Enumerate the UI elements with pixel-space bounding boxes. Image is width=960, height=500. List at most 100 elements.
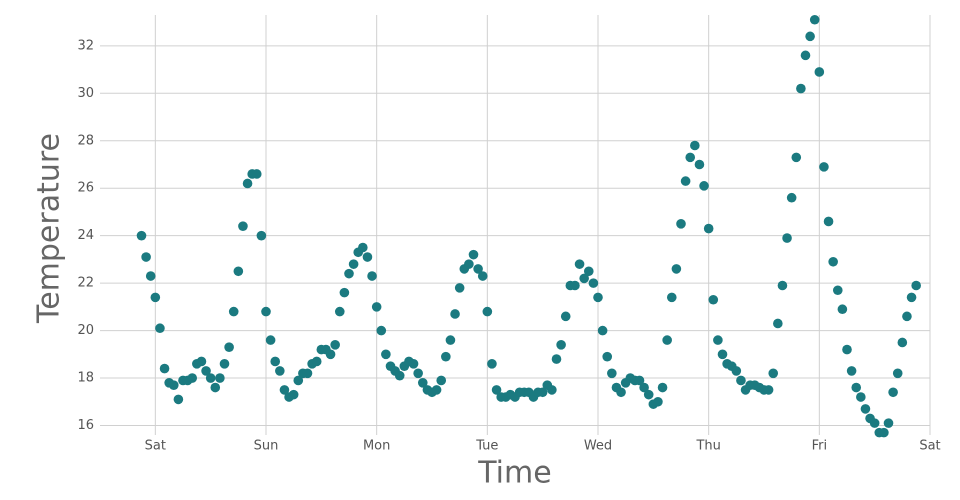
y-tick-label: 30 xyxy=(77,86,94,101)
x-tick-label: Thu xyxy=(695,439,720,454)
y-tick-label: 16 xyxy=(77,418,94,433)
point xyxy=(768,368,779,379)
x-tick-label: Fri xyxy=(812,439,828,454)
point xyxy=(228,306,239,317)
point xyxy=(823,216,834,227)
point xyxy=(487,359,497,369)
y-tick-label: 24 xyxy=(77,228,94,243)
point xyxy=(883,418,894,428)
point xyxy=(717,349,728,360)
point xyxy=(141,252,151,262)
point xyxy=(657,382,668,393)
point xyxy=(265,335,276,345)
point xyxy=(653,396,663,407)
point xyxy=(288,389,299,400)
point xyxy=(362,252,373,262)
y-tick-label: 18 xyxy=(77,371,94,386)
point xyxy=(763,385,774,395)
point xyxy=(454,283,465,293)
point xyxy=(639,382,649,393)
point xyxy=(270,356,281,367)
point xyxy=(837,304,848,315)
point xyxy=(408,359,419,369)
point xyxy=(224,342,234,353)
y-tick-label: 28 xyxy=(77,133,94,148)
point xyxy=(302,368,313,379)
point xyxy=(275,366,285,376)
point xyxy=(662,335,672,345)
point xyxy=(473,264,483,274)
point xyxy=(251,169,262,179)
point xyxy=(238,221,248,231)
point xyxy=(602,351,613,362)
point xyxy=(445,335,456,345)
point xyxy=(570,280,580,291)
point xyxy=(685,152,696,163)
point xyxy=(593,292,603,303)
point xyxy=(846,366,857,376)
point xyxy=(413,368,423,379)
point xyxy=(547,385,557,395)
point xyxy=(464,259,474,269)
point xyxy=(791,152,802,163)
point xyxy=(136,230,147,241)
point xyxy=(367,271,377,281)
point xyxy=(819,162,829,172)
point xyxy=(796,83,806,94)
point xyxy=(786,192,797,203)
point xyxy=(201,366,211,376)
point xyxy=(814,67,825,77)
point xyxy=(159,363,170,374)
point xyxy=(551,354,562,364)
point xyxy=(348,259,359,269)
point xyxy=(556,340,566,350)
point xyxy=(634,375,645,386)
point xyxy=(832,285,843,296)
x-tick-label: Sat xyxy=(919,439,940,454)
x-tick-label: Mon xyxy=(363,439,390,454)
point xyxy=(680,176,691,186)
point xyxy=(736,375,746,386)
point xyxy=(344,268,354,279)
point xyxy=(376,325,387,336)
point xyxy=(431,385,442,395)
point xyxy=(800,50,811,61)
point xyxy=(293,375,304,386)
x-tick-label: Wed xyxy=(584,439,612,454)
point xyxy=(713,335,723,345)
x-tick-label: Tue xyxy=(475,439,498,454)
y-tick-label: 26 xyxy=(77,181,94,196)
x-tick-label: Sun xyxy=(254,439,279,454)
point xyxy=(155,323,165,334)
point xyxy=(579,273,589,284)
point xyxy=(215,373,225,383)
x-tick-label: Sat xyxy=(145,439,166,454)
point xyxy=(210,382,221,393)
point xyxy=(809,14,820,25)
point xyxy=(708,294,719,305)
y-tick-label: 20 xyxy=(77,323,94,338)
point xyxy=(394,370,405,381)
x-axis-title: Time xyxy=(477,456,551,491)
point xyxy=(860,404,871,414)
point xyxy=(828,256,838,267)
y-tick-label: 32 xyxy=(77,38,94,53)
point xyxy=(205,373,216,383)
point xyxy=(173,394,184,405)
point xyxy=(851,382,862,393)
point xyxy=(616,387,626,398)
point xyxy=(436,375,447,386)
y-axis-title: Temperature xyxy=(32,133,67,324)
point xyxy=(892,368,903,379)
point xyxy=(856,392,866,402)
point xyxy=(219,359,230,369)
point xyxy=(782,233,792,243)
point xyxy=(694,159,705,170)
point xyxy=(441,351,451,362)
point xyxy=(371,302,382,312)
point xyxy=(450,309,460,319)
y-tick-label: 22 xyxy=(77,276,94,291)
point xyxy=(671,264,682,274)
point xyxy=(256,230,267,241)
